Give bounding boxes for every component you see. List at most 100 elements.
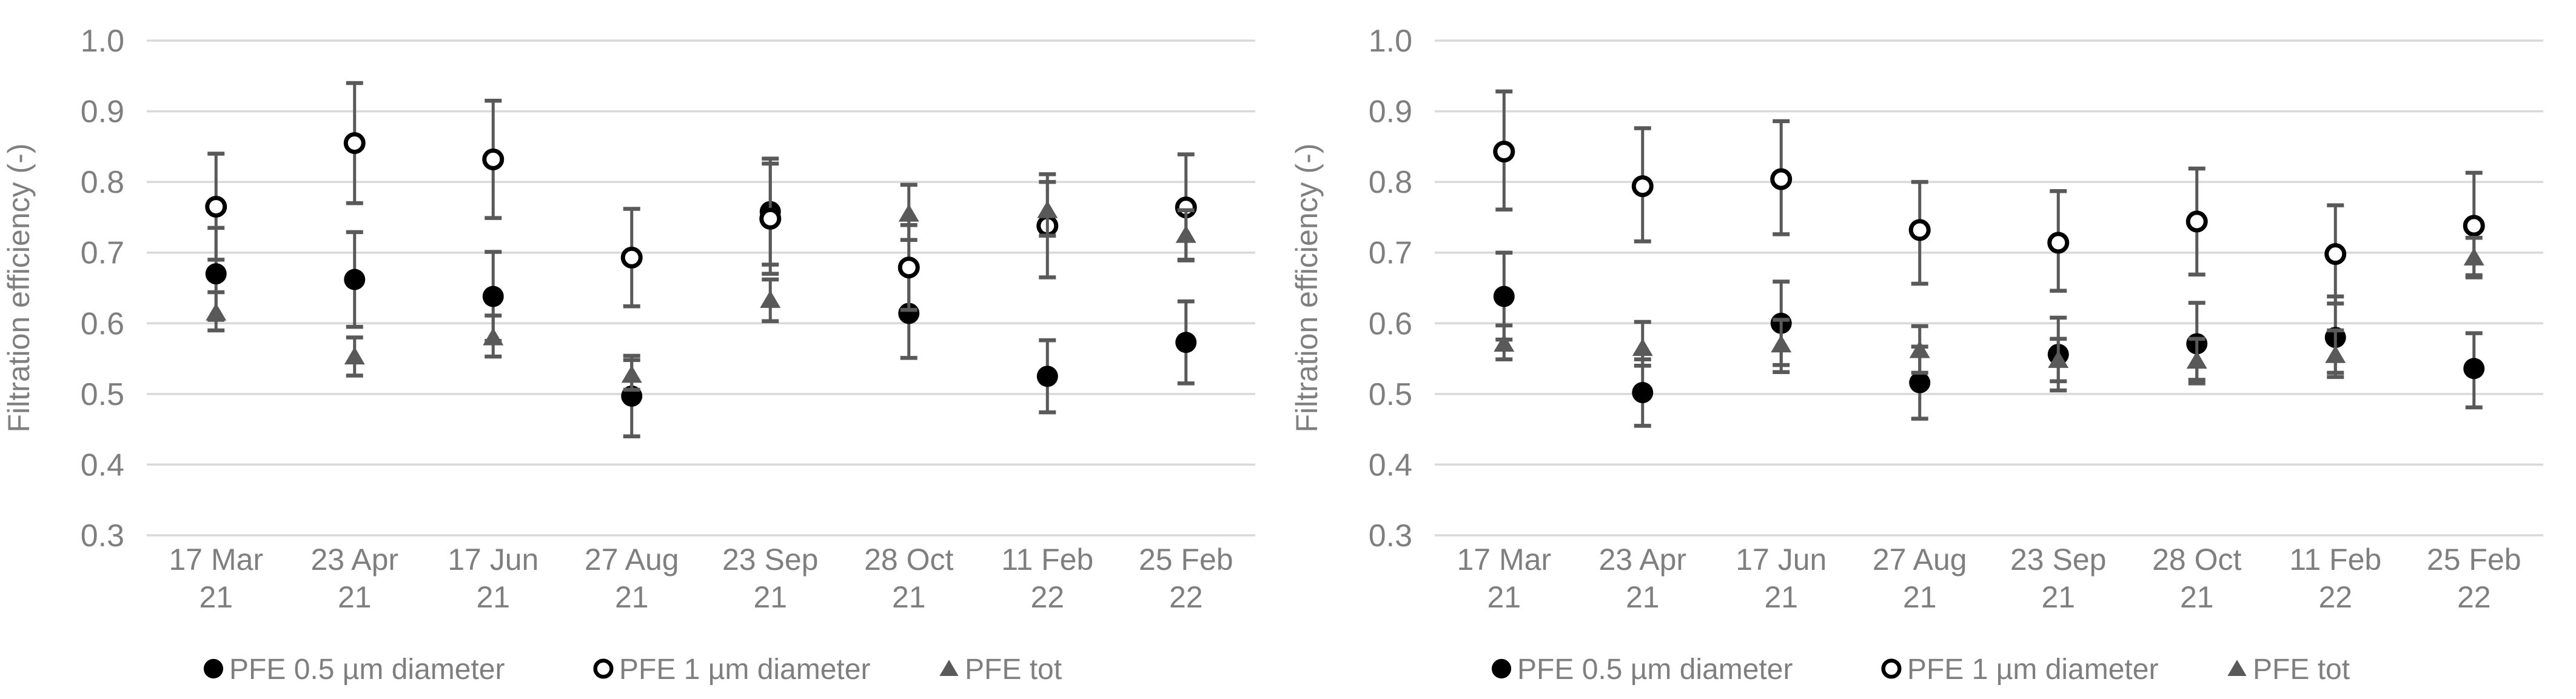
open-circle-marker — [1770, 168, 1793, 190]
filled-circle-marker — [205, 263, 227, 285]
triangle-marker — [483, 327, 504, 346]
x-tick-label: 21 — [1903, 580, 1937, 614]
x-tick-label: 27 Aug — [585, 543, 679, 577]
legend-label: PFE 1 µm diameter — [1907, 654, 2158, 686]
legend-label: PFE 0.5 µm diameter — [1517, 654, 1793, 686]
triangle-marker — [621, 365, 642, 383]
y-tick-label: 0.6 — [1369, 306, 1412, 341]
y-tick-label: 0.9 — [1369, 95, 1412, 130]
triangle-marker — [2325, 345, 2346, 363]
x-tick-label: 21 — [2041, 580, 2075, 614]
open-circle-marker — [897, 256, 920, 279]
left-chart-canvas: 1.0 0.9 0.8 0.7 0.6 0.5 0.4 0.3 Filtration effic… — [2, 24, 1255, 686]
filled-circle-marker — [1909, 372, 1931, 393]
triangle-marker — [898, 204, 919, 222]
filled-circle-marker — [1175, 332, 1197, 353]
y-tick-label: 0.7 — [1369, 236, 1412, 271]
x-tick-label: 17 Mar — [1457, 543, 1551, 577]
x-tick-label: 21 — [338, 580, 372, 614]
triangle-marker — [2186, 351, 2207, 369]
x-tick-label: 11 Feb — [1001, 543, 1093, 577]
y-tick-label: 0.4 — [1369, 447, 1412, 483]
filled-circle-marker — [344, 269, 366, 290]
y-tick-label: 0.6 — [81, 306, 124, 341]
legend-item: PFE 0.5 µm diameter — [203, 654, 505, 686]
x-tick-label: 25 Feb — [1139, 543, 1233, 577]
x-tick-label: 17 Jun — [448, 543, 538, 577]
y-tick-label: 0.8 — [1369, 165, 1412, 200]
legend-label: PFE 0.5 µm diameter — [229, 654, 505, 686]
y-tick-label: 1.0 — [1369, 24, 1412, 59]
right-chart-panel: 1.0 0.9 0.8 0.7 0.6 0.5 0.4 0.3 Filtration effic… — [1288, 0, 2576, 699]
x-tick-label: 11 Feb — [2289, 543, 2381, 577]
legend-item: PFE 1 µm diameter — [593, 654, 870, 686]
filled-circle-marker — [203, 658, 224, 679]
x-tick-label: 23 Apr — [1598, 543, 1686, 577]
y-tick-label: 1.0 — [81, 24, 124, 59]
filled-circle-marker — [1632, 382, 1654, 404]
x-tick-label: 22 — [2318, 580, 2352, 614]
legend-label: PFE tot — [965, 654, 1062, 686]
triangle-marker — [939, 660, 959, 676]
filled-circle-marker — [1036, 366, 1058, 387]
x-tick-label: 22 — [2457, 580, 2491, 614]
x-tick-label: 27 Aug — [1873, 543, 1967, 577]
open-circle-marker — [482, 148, 505, 170]
triangle-marker — [1494, 334, 1515, 352]
triangle-marker — [2227, 660, 2247, 676]
right-chart-canvas: 1.0 0.9 0.8 0.7 0.6 0.5 0.4 0.3 Filtration effic… — [1290, 24, 2543, 686]
y-axis-title: Filtration efficiency (-) — [2, 144, 36, 433]
open-circle-marker — [1881, 658, 1902, 679]
filled-circle-marker — [1491, 658, 1512, 679]
open-circle-marker — [2324, 243, 2347, 266]
y-tick-label: 0.9 — [81, 95, 124, 130]
triangle-marker — [1037, 200, 1058, 218]
triangle-marker — [1909, 340, 1930, 358]
y-tick-label: 0.4 — [81, 447, 124, 483]
open-circle-marker — [1631, 175, 1654, 198]
legend-item: PFE 0.5 µm diameter — [1491, 654, 1793, 686]
y-tick-label: 0.5 — [81, 377, 124, 412]
y-axis-title: Filtration efficiency (-) — [1290, 144, 1324, 433]
x-tick-label: 28 Oct — [864, 543, 953, 577]
x-tick-label: 17 Mar — [169, 543, 263, 577]
x-tick-label: 21 — [1487, 580, 1521, 614]
open-circle-marker — [1493, 141, 1515, 163]
triangle-marker — [2048, 350, 2069, 368]
triangle-marker — [760, 290, 781, 308]
triangle-marker — [1632, 338, 1653, 356]
y-tick-label: 0.3 — [1369, 518, 1412, 554]
legend-item: PFE tot — [939, 654, 1062, 686]
triangle-marker — [206, 303, 227, 321]
open-circle-marker — [2185, 210, 2208, 233]
triangle-marker — [1175, 225, 1196, 243]
legend-label: PFE 1 µm diameter — [619, 654, 870, 686]
y-tick-label: 0.5 — [1369, 377, 1412, 412]
x-tick-label: 21 — [476, 580, 510, 614]
x-tick-label: 21 — [2180, 580, 2214, 614]
x-tick-label: 17 Jun — [1736, 543, 1826, 577]
x-tick-label: 23 Sep — [2010, 543, 2106, 577]
open-circle-marker — [759, 207, 782, 230]
legend-item: PFE 1 µm diameter — [1881, 654, 2158, 686]
open-circle-marker — [2047, 232, 2070, 254]
y-tick-label: 0.8 — [81, 165, 124, 200]
x-tick-label: 21 — [199, 580, 233, 614]
x-tick-label: 22 — [1030, 580, 1064, 614]
x-tick-label: 22 — [1169, 580, 1203, 614]
open-circle-marker — [205, 195, 227, 218]
open-circle-marker — [2463, 215, 2485, 237]
x-tick-label: 21 — [753, 580, 787, 614]
x-tick-label: 25 Feb — [2427, 543, 2521, 577]
left-chart-panel: 1.0 0.9 0.8 0.7 0.6 0.5 0.4 0.3 Filtration effic… — [2, 24, 1255, 686]
triangle-marker — [2463, 247, 2484, 266]
filled-circle-marker — [482, 286, 504, 307]
x-tick-label: 23 Sep — [722, 543, 818, 577]
legend-label: PFE tot — [2253, 654, 2350, 686]
x-tick-label: 21 — [615, 580, 649, 614]
open-circle-marker — [343, 132, 366, 155]
x-tick-label: 23 Apr — [310, 543, 398, 577]
legend: PFE 0.5 µm diameter PFE 1 µm diameter PFE … — [1491, 654, 2350, 686]
